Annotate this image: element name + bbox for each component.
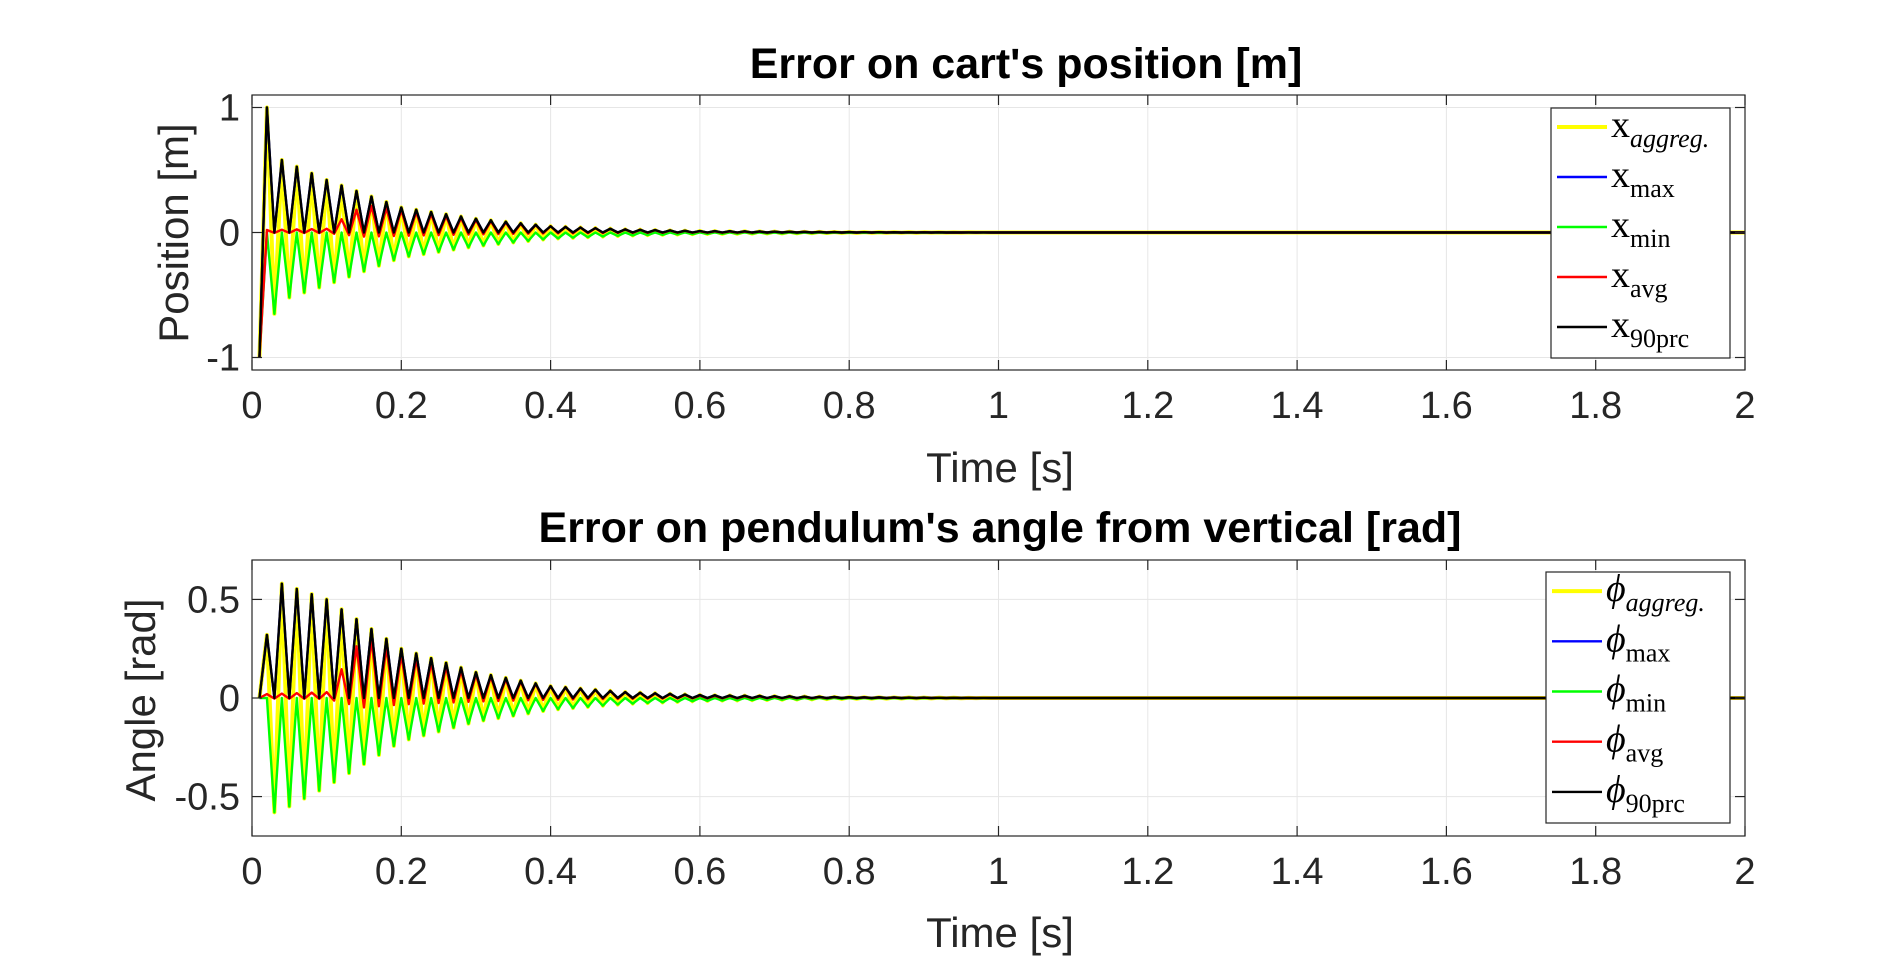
legend-item-min: ϕmin <box>1552 669 1666 718</box>
legend-label: x90prc <box>1611 304 1689 353</box>
x-tick-label: 0.4 <box>524 851 577 893</box>
x-tick-label: 1.2 <box>1121 385 1174 427</box>
legend-label: ϕmax <box>1606 618 1670 667</box>
x-tick-label: 1.4 <box>1271 851 1324 893</box>
y-axis-label-angle: Angle [rad] <box>117 598 164 801</box>
x-tick-label: 0.4 <box>524 385 577 427</box>
x-tick-label: 0 <box>241 851 262 893</box>
x-axis-label-angle: Time [s] <box>926 909 1074 956</box>
x-tick-label: 0.8 <box>823 851 876 893</box>
y-tick-label: 1 <box>219 88 240 130</box>
x-tick-label: 0.6 <box>673 385 726 427</box>
x-tick-label: 0.2 <box>375 851 428 893</box>
legend-label: ϕavg <box>1606 719 1663 768</box>
angle-error-chart: 0 0.2 0.4 0.6 0.8 1 1.2 1.4 1.6 1.8 2-0.500.5 ϕaggr… <box>175 559 1756 893</box>
legend-label: xmin <box>1611 204 1670 253</box>
legend-label: ϕmin <box>1606 669 1666 718</box>
y-tick-label: 0 <box>219 213 240 255</box>
x-tick-label: 0.2 <box>375 385 428 427</box>
chart-title-angle: Error on pendulum's angle from vertical … <box>539 504 1462 552</box>
legend-item-aggreg: xaggreg. <box>1557 104 1709 153</box>
x-axis-label-position: Time [s] <box>926 444 1074 491</box>
chart-title-position: Error on cart's position [m] <box>750 40 1303 88</box>
legend-item-min: xmin <box>1557 204 1670 253</box>
x-tick-label: 1.2 <box>1121 851 1174 893</box>
legend-label: ϕ90prc <box>1606 769 1685 818</box>
legend-item-max: xmax <box>1557 154 1675 203</box>
legend-item-avg: ϕavg <box>1552 719 1663 768</box>
x-tick-label: 1.8 <box>1569 385 1622 427</box>
x-tick-label: 1 <box>988 851 1009 893</box>
x-tick-label: 1.6 <box>1420 851 1473 893</box>
legend-label: xaggreg. <box>1611 104 1709 153</box>
y-axis-label-position: Position [m] <box>150 123 197 342</box>
legend-item-90prc: ϕ90prc <box>1552 769 1685 818</box>
y-tick-label: -1 <box>206 338 240 380</box>
x-tick-label: 0.6 <box>673 851 726 893</box>
x-tick-label: 2 <box>1734 851 1755 893</box>
y-tick-label: 0.5 <box>187 579 240 621</box>
legend-item-90prc: x90prc <box>1557 304 1689 353</box>
position-error-chart: 0 0.2 0.4 0.6 0.8 1 1.2 1.4 1.6 1.8 2-101 xaggreg.x… <box>206 88 1755 428</box>
series-line-90prc <box>258 106 1745 358</box>
legend-label: xavg <box>1611 254 1668 303</box>
legend-item-avg: xavg <box>1557 254 1668 303</box>
x-tick-label: 2 <box>1734 385 1755 427</box>
y-tick-label: -0.5 <box>175 777 240 819</box>
legend-item-aggreg: ϕaggreg. <box>1552 568 1705 617</box>
x-tick-label: 0.8 <box>823 385 876 427</box>
x-tick-label: 0 <box>241 385 262 427</box>
legend-label: xmax <box>1611 154 1675 203</box>
x-tick-label: 1.6 <box>1420 385 1473 427</box>
x-tick-label: 1.8 <box>1569 851 1622 893</box>
x-tick-label: 1 <box>988 385 1009 427</box>
x-tick-label: 1.4 <box>1271 385 1324 427</box>
legend-item-max: ϕmax <box>1552 618 1670 667</box>
y-tick-label: 0 <box>219 678 240 720</box>
legend-label: ϕaggreg. <box>1606 568 1705 617</box>
series-line-90prc <box>258 582 1745 700</box>
